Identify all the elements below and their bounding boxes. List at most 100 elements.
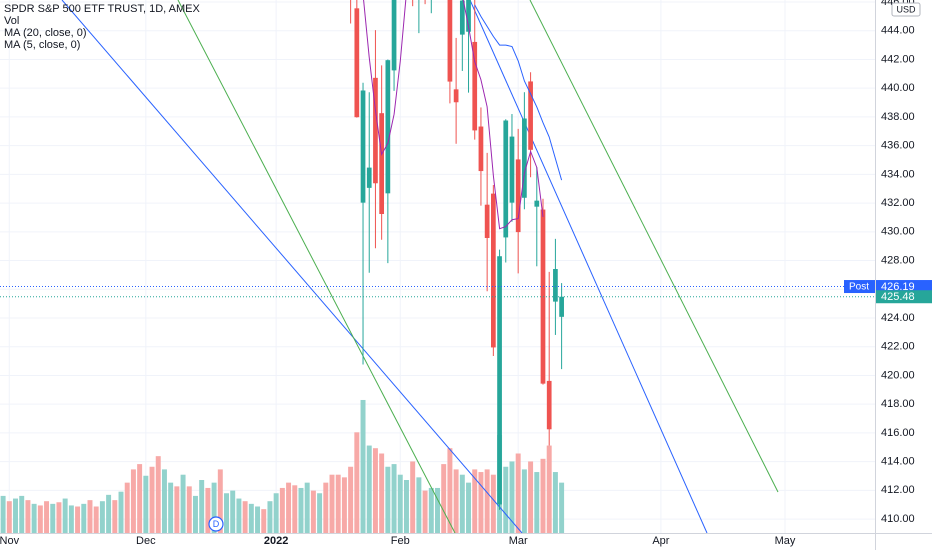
y-tick-label: 424.00: [881, 312, 915, 324]
y-tick-label: 436.00: [881, 140, 915, 152]
volume-bar: [273, 493, 279, 533]
candle-body: [453, 89, 459, 103]
candle-body: [466, 0, 471, 32]
candle-body: [385, 60, 391, 194]
volume-bar: [286, 482, 292, 533]
y-tick-label: 444.00: [881, 25, 915, 37]
volume-bar: [161, 469, 167, 533]
last-price-value: 425.48: [881, 291, 915, 303]
ma-line: [363, 0, 544, 230]
candle-body: [522, 118, 527, 198]
candle-body: [379, 113, 385, 215]
volume-bar: [360, 399, 366, 533]
volume-bar: [298, 487, 304, 533]
volume-bar: [217, 469, 223, 533]
candle-body: [360, 90, 366, 203]
candle-body: [534, 200, 540, 207]
candle-body: [503, 120, 509, 238]
y-tick-label: 440.00: [881, 82, 915, 94]
volume-bar: [230, 490, 236, 533]
volume-bar: [205, 487, 211, 533]
x-tick-label: 2022: [264, 535, 288, 547]
volume-bar: [366, 445, 372, 533]
post-price-tag: [844, 280, 875, 294]
candle-body: [528, 81, 533, 150]
volume-bar: [391, 464, 397, 533]
candle-body: [472, 41, 478, 131]
axes: 410.00 412.00 414.00 416.00 418.00 420.00 422.…: [0, 0, 915, 547]
volume-bar: [466, 482, 472, 533]
post-price-value: 426.19: [881, 281, 915, 293]
volume-bar: [528, 461, 534, 533]
ma-line: [474, 4, 563, 181]
volume-bar: [552, 472, 558, 533]
x-tick-label: Mar: [509, 535, 528, 547]
volume-bar: [25, 500, 31, 533]
currency-box[interactable]: USD: [891, 2, 921, 17]
volume-bar: [68, 505, 74, 533]
volume-bar: [403, 480, 409, 533]
volume-bar: [410, 461, 416, 533]
y-tick-label: 432.00: [881, 197, 915, 209]
volume-bar: [521, 469, 527, 533]
volume-bar: [242, 501, 248, 533]
volume-bar: [155, 456, 161, 533]
volume-bar: [211, 482, 217, 533]
volume-bar: [267, 501, 273, 533]
volume-bar: [540, 458, 546, 533]
y-tick-label: 416.00: [881, 427, 915, 439]
candle-body: [366, 167, 372, 188]
volume-bar: [224, 493, 229, 533]
volume-bar: [81, 503, 87, 533]
post-price-axis-tag: [876, 280, 932, 294]
volume-bar: [13, 498, 18, 533]
volume-bar: [534, 472, 540, 533]
volume-bar: [186, 486, 192, 533]
chart-title: SPDR S&P 500 ETF TRUST, 1D, AMEX: [4, 3, 200, 15]
volume-pane: [0, 399, 565, 533]
candle-body: [484, 204, 490, 238]
candle-body: [515, 159, 521, 233]
candle-body: [553, 269, 558, 302]
y-tick-label: 430.00: [881, 226, 915, 238]
legend-entry: MA (5, close, 0): [4, 39, 80, 51]
x-tick-label: Feb: [391, 535, 410, 547]
volume-bar: [199, 480, 205, 533]
candle-body: [540, 209, 546, 384]
volume-bar: [397, 474, 403, 533]
y-tick-label: 428.00: [881, 254, 915, 266]
candle-body: [391, 0, 397, 71]
volume-bar: [6, 501, 12, 533]
volume-bar: [416, 477, 422, 533]
volume-bar: [180, 474, 186, 533]
candle-body: [559, 296, 564, 317]
volume-bar: [459, 474, 465, 533]
volume-bar: [130, 469, 136, 533]
y-tick-label: 412.00: [881, 484, 915, 496]
drawings: [61, 0, 779, 533]
volume-bar: [137, 464, 143, 533]
volume-bar: [323, 482, 329, 533]
volume-bar: [112, 500, 118, 533]
volume-bar: [56, 502, 62, 533]
volume-bar: [354, 432, 360, 533]
volume-bar: [509, 461, 515, 533]
volume-bar: [0, 495, 6, 533]
trend-line: [469, 0, 708, 533]
volume-bar: [87, 500, 93, 533]
x-tick-label: Dec: [136, 535, 156, 547]
volume-bar: [168, 482, 174, 533]
dividend-marker[interactable]: D: [208, 516, 224, 532]
volume-bar: [559, 482, 565, 533]
volume-bar: [37, 505, 43, 533]
volume-bar: [317, 493, 323, 533]
volume-bar: [348, 466, 354, 533]
candle-body: [497, 256, 502, 505]
candle-body: [490, 193, 496, 348]
x-tick-label: May: [775, 535, 796, 547]
trend-line: [529, 0, 779, 493]
volume-bar: [174, 486, 180, 533]
volume-bar: [248, 503, 254, 533]
candle-body: [509, 136, 515, 203]
